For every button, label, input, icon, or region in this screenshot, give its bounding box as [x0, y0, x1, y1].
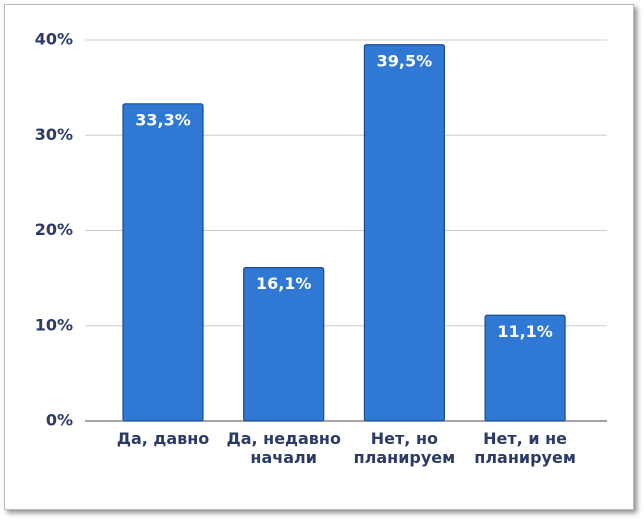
data-label: 16,1% [256, 274, 312, 293]
data-label: 39,5% [377, 51, 433, 70]
x-tick-label: Нет, но планируем [353, 429, 456, 467]
x-tick-label: Нет, и не планируем [474, 429, 576, 467]
y-tick-label: 20% [35, 220, 73, 239]
y-tick-label: 0% [46, 411, 73, 430]
chart-frame [4, 4, 634, 510]
y-tick-label: 40% [35, 30, 73, 49]
y-tick-label: 10% [35, 315, 73, 334]
bar [122, 103, 204, 422]
bar [484, 314, 566, 422]
x-tick-label: Да, недавно начали [226, 429, 341, 467]
data-label: 11,1% [497, 322, 553, 341]
y-tick-label: 30% [35, 125, 73, 144]
bar [363, 44, 445, 422]
data-label: 33,3% [135, 110, 191, 129]
x-tick-label: Да, давно [116, 429, 210, 448]
bar [243, 267, 325, 422]
